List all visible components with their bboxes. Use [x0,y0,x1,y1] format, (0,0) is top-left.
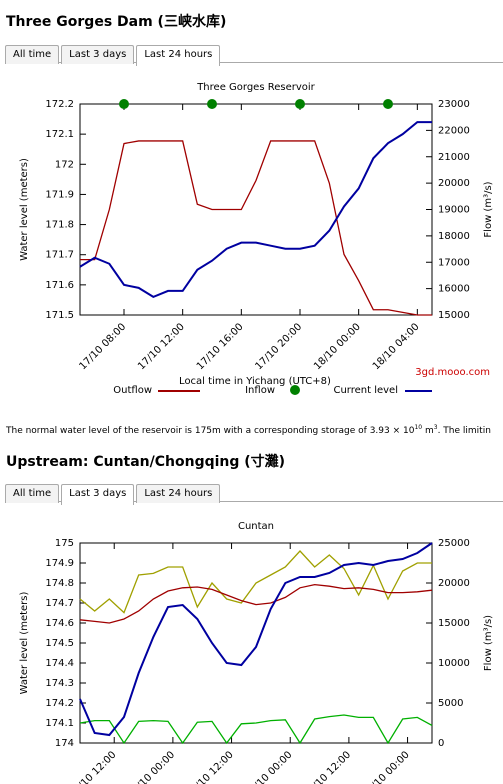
section-title: Upstream: Cuntan/Chongqing (寸灘) [6,454,286,470]
y2-tick-label: 21000 [438,152,470,163]
y-tick-label: 174 [55,738,74,749]
tab[interactable]: All time [5,484,60,503]
x-tick-label: 17/10 20:00 [253,321,304,372]
tab[interactable]: Last 24 hours [136,45,221,66]
y-tick-label: 174.5 [45,638,74,649]
y-tick-label: 172 [55,159,74,170]
y2-tick-label: 18000 [438,231,470,242]
x-tick-label: 17/10 00:00 [244,749,295,784]
y-tick-label: 174.1 [45,718,74,729]
tab-bar: All time Last 3 days Last 24 hours [5,42,503,66]
y-tick-label: 174.6 [45,618,74,629]
x-tick-label: 17/10 12:00 [136,321,187,372]
y-tick-label: 174.2 [45,698,74,709]
data-point [207,99,217,109]
x-axis-label: Local time in Yichang (UTC+8) [179,376,331,387]
y-tick-label: 171.9 [45,189,74,200]
chart-title: Cuntan [238,521,274,532]
x-tick-label: 18/10 00:00 [361,749,412,784]
y2-tick-label: 10000 [438,658,470,669]
tab-bar: All time Last 3 days Last 24 hours [5,481,503,505]
y-tick-label: 174.9 [45,558,74,569]
data-line [79,714,433,745]
paragraph: The normal water level of the reservoir … [6,424,491,436]
y2-tick-label: 15000 [438,310,470,321]
plot-frame [79,103,433,316]
y2-tick-label: 16000 [438,284,470,295]
chart-title: Three Gorges Reservoir [196,82,315,93]
x-tick-label: 17/10 08:00 [77,321,128,372]
y-tick-label: 174.8 [45,578,74,589]
credit: 3gd.mooo.com [415,367,490,378]
y2-tick-label: 19000 [438,205,470,216]
text: . The limitin [437,426,491,436]
y-tick-label: 171.8 [45,220,74,231]
x-tick-label: 16/10 12:00 [185,749,236,784]
x-tick-label: 18/10 00:00 [312,321,363,372]
legend-label: Inflow [245,385,275,396]
y-tick-label: 172.2 [45,99,74,110]
text: 10 [414,424,423,431]
legend-swatch [290,385,300,395]
data-point [383,99,393,109]
y2-tick-label: 20000 [438,578,470,589]
y-tick-label: 171.6 [45,280,74,291]
tab[interactable]: All time [5,45,60,64]
text: m [422,426,434,436]
y2-tick-label: 25000 [438,538,470,549]
text: 3 [433,424,438,431]
text: The normal water level of the reservoir … [6,426,415,436]
y2-tick-label: 20000 [438,178,470,189]
y-axis-label: Water level (meters) [19,592,30,695]
data-point [119,99,129,109]
y2-tick-label: 15000 [438,618,470,629]
y-tick-label: 174.4 [45,658,74,669]
data-line [79,121,432,299]
data-point [295,99,305,109]
legend-label: Outflow [113,385,152,396]
y2-axis-label: Flow (m³/s) [483,181,494,237]
y-tick-label: 174.7 [45,598,74,609]
y-tick-label: 171.7 [45,250,74,261]
x-tick-label: 18/10 04:00 [371,321,422,372]
data-line [80,140,432,316]
tab[interactable]: Last 3 days [61,45,135,64]
y-tick-label: 172.1 [45,129,74,140]
x-tick-label: 15/10 12:00 [68,749,119,784]
x-tick-label: 17/10 16:00 [195,321,246,372]
y2-tick-label: 0 [438,738,444,749]
y2-tick-label: 22000 [438,125,470,136]
y-tick-label: 171.5 [45,310,74,321]
tab[interactable]: Last 24 hours [136,484,221,503]
data-line [79,542,433,737]
data-line [79,583,433,624]
y2-tick-label: 5000 [438,698,463,709]
y-tick-label: 174.3 [45,678,74,689]
y2-tick-label: 23000 [438,99,470,110]
x-tick-label: 17/10 12:00 [302,749,353,784]
legend-label: Current level [333,385,398,396]
y2-axis-label: Flow (m³/s) [483,615,494,671]
x-tick-label: 16/10 00:00 [126,749,177,784]
tab[interactable]: Last 3 days [61,484,135,505]
section-title: Three Gorges Dam (三峡水库) [6,14,227,30]
y-tick-label: 175 [55,538,74,549]
y2-tick-label: 17000 [438,257,470,268]
data-line [79,550,432,614]
plot-frame [79,542,433,744]
y-axis-label: Water level (meters) [19,158,30,261]
